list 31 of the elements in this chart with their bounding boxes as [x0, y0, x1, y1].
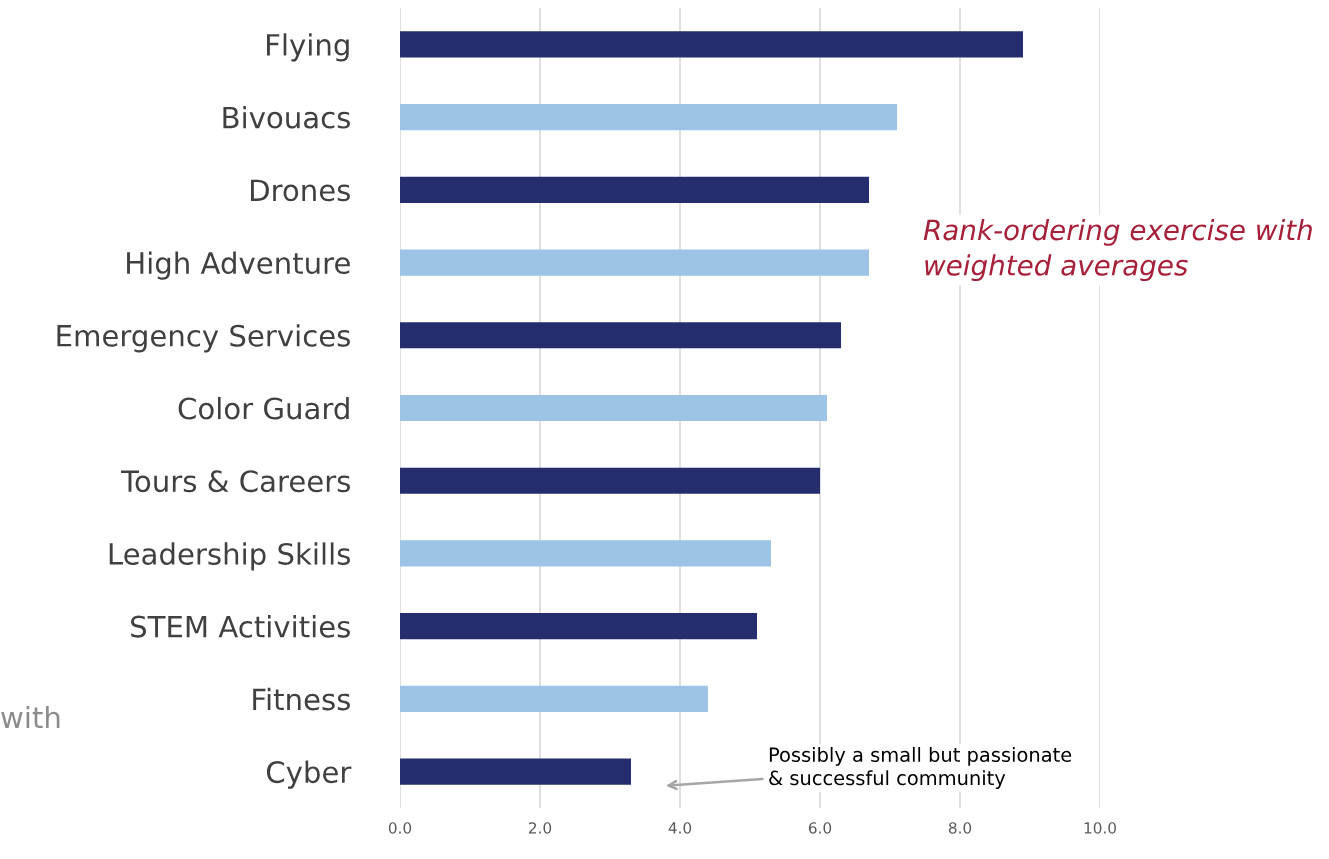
y-tick-label: Color Guard [178, 396, 349, 420]
y-tick-label: Tours & Careers [121, 470, 350, 493]
annotation: Rank-ordering exercise with weighted averages [923, 218, 1312, 282]
bar [400, 249, 869, 276]
bar [400, 31, 1023, 58]
bar [400, 176, 869, 203]
x-tick-label: 4.0 [668, 822, 692, 834]
y-tick-label: Bivouacs [223, 106, 350, 129]
x-tick-label: 0.0 [388, 822, 412, 834]
x-tick-label: 8.0 [948, 822, 972, 834]
y-tick-label: Fitness [253, 687, 350, 711]
text: with [1, 705, 60, 729]
x-tick-label: 6.0 [808, 822, 832, 834]
x-tick-label: 2.0 [528, 822, 552, 834]
y-tick-label: Drones [250, 179, 350, 202]
y-tick-label: STEM Activities [131, 615, 350, 638]
bar [400, 394, 827, 422]
annotation: Possibly a small but passionate & successful community [769, 746, 1072, 790]
bar [400, 322, 841, 349]
bar [400, 758, 631, 785]
y-tick-label: Leadership Skills [109, 542, 350, 571]
bar [400, 104, 897, 131]
bar [400, 467, 820, 494]
y-tick-label: Emergency Services [57, 324, 350, 353]
y-tick-label: Flying [267, 33, 349, 62]
y-tick-label: High Adventure [127, 251, 350, 280]
y-tick-label: Cyber [266, 760, 352, 789]
x-tick-label: 10.0 [1084, 822, 1116, 834]
bar [400, 685, 708, 712]
bar [400, 540, 771, 567]
bar [400, 613, 757, 640]
